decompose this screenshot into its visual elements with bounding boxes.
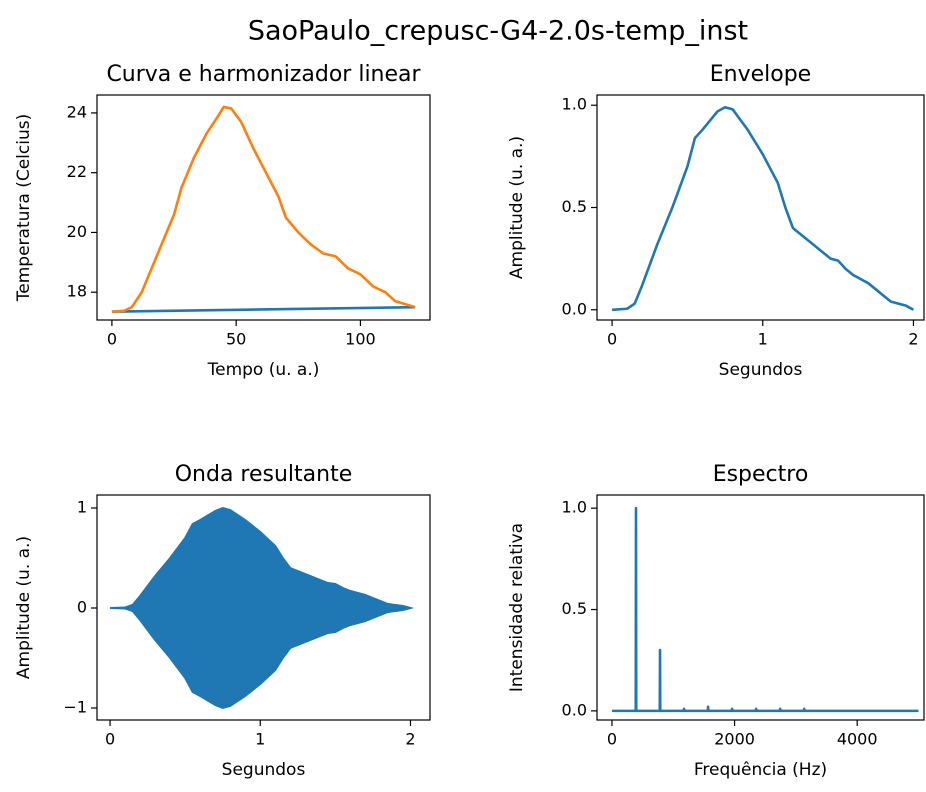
y-tick-label: 1.0 xyxy=(562,95,587,114)
axes-frame xyxy=(596,494,925,721)
x-tick-label: 1 xyxy=(255,730,265,749)
x-tick-label: 2 xyxy=(908,330,918,349)
y-tick-label: 20 xyxy=(67,222,87,241)
x-tick-label: 2 xyxy=(405,730,415,749)
subplot-title: Curva e harmonizador linear xyxy=(106,62,421,87)
y-tick-label: −1 xyxy=(63,698,87,717)
x-tick-label: 2000 xyxy=(714,730,755,749)
axes-frame xyxy=(96,94,431,321)
x-axis-label: Tempo (u. a.) xyxy=(207,360,320,380)
subplot: 0 50 100 18 20 22 24 Curva e harmonizador linea… xyxy=(14,62,431,380)
y-tick-label: 0.0 xyxy=(562,299,587,318)
subplot-title: Espectro xyxy=(713,462,809,487)
y-tick-label: 18 xyxy=(67,282,87,301)
y-tick-label: 0.5 xyxy=(562,599,587,618)
y-tick-label: 22 xyxy=(67,162,87,181)
y-axis-label: Amplitude (u. a.) xyxy=(14,536,34,679)
y-axis-label: Amplitude (u. a.) xyxy=(507,136,527,279)
x-axis-label: Frequência (Hz) xyxy=(694,760,827,780)
subplot-title: Envelope xyxy=(710,62,811,87)
x-tick-label: 0 xyxy=(107,330,117,349)
subplot-title: Onda resultante xyxy=(175,462,353,487)
axes-frame xyxy=(596,94,925,321)
x-tick-label: 50 xyxy=(226,330,246,349)
x-axis-label: Segundos xyxy=(222,760,306,780)
x-tick-label: 1 xyxy=(758,330,768,349)
subplot: 0 1 2 −1 0 1 Onda resultante Segundos Amplitude … xyxy=(14,462,431,780)
plot-area xyxy=(111,105,416,313)
y-tick-label: 1 xyxy=(77,498,87,517)
y-axis-label: Intensidade relativa xyxy=(507,523,527,692)
x-tick-label: 0 xyxy=(105,730,115,749)
y-tick-label: 0.5 xyxy=(562,197,587,216)
plot-area xyxy=(611,506,919,713)
plot-area xyxy=(110,506,415,710)
subplot: 0 2000 4000 0.0 0.5 1.0 Espectro Frequência (Hz… xyxy=(507,462,925,780)
subplot: 0 1 2 0.0 0.5 1.0 Envelope Segundos Amplitude (u… xyxy=(507,62,925,380)
x-tick-label: 0 xyxy=(607,730,617,749)
line xyxy=(111,305,416,313)
figure-title: SaoPaulo_crepusc-G4-2.0s-temp_inst xyxy=(248,16,748,47)
x-axis-label: Segundos xyxy=(719,360,803,380)
y-tick-label: 24 xyxy=(67,102,87,121)
y-tick-label: 0.0 xyxy=(562,700,587,719)
wave-band xyxy=(110,506,415,710)
line xyxy=(611,105,915,312)
x-tick-label: 0 xyxy=(607,330,617,349)
x-tick-label: 4000 xyxy=(837,730,878,749)
line xyxy=(111,105,416,313)
y-tick-label: 0 xyxy=(77,598,87,617)
x-tick-label: 100 xyxy=(345,330,376,349)
y-axis-label: Temperatura (Celcius) xyxy=(14,114,34,302)
y-tick-label: 1.0 xyxy=(562,498,587,517)
line xyxy=(611,506,919,713)
plot-area xyxy=(611,105,915,312)
